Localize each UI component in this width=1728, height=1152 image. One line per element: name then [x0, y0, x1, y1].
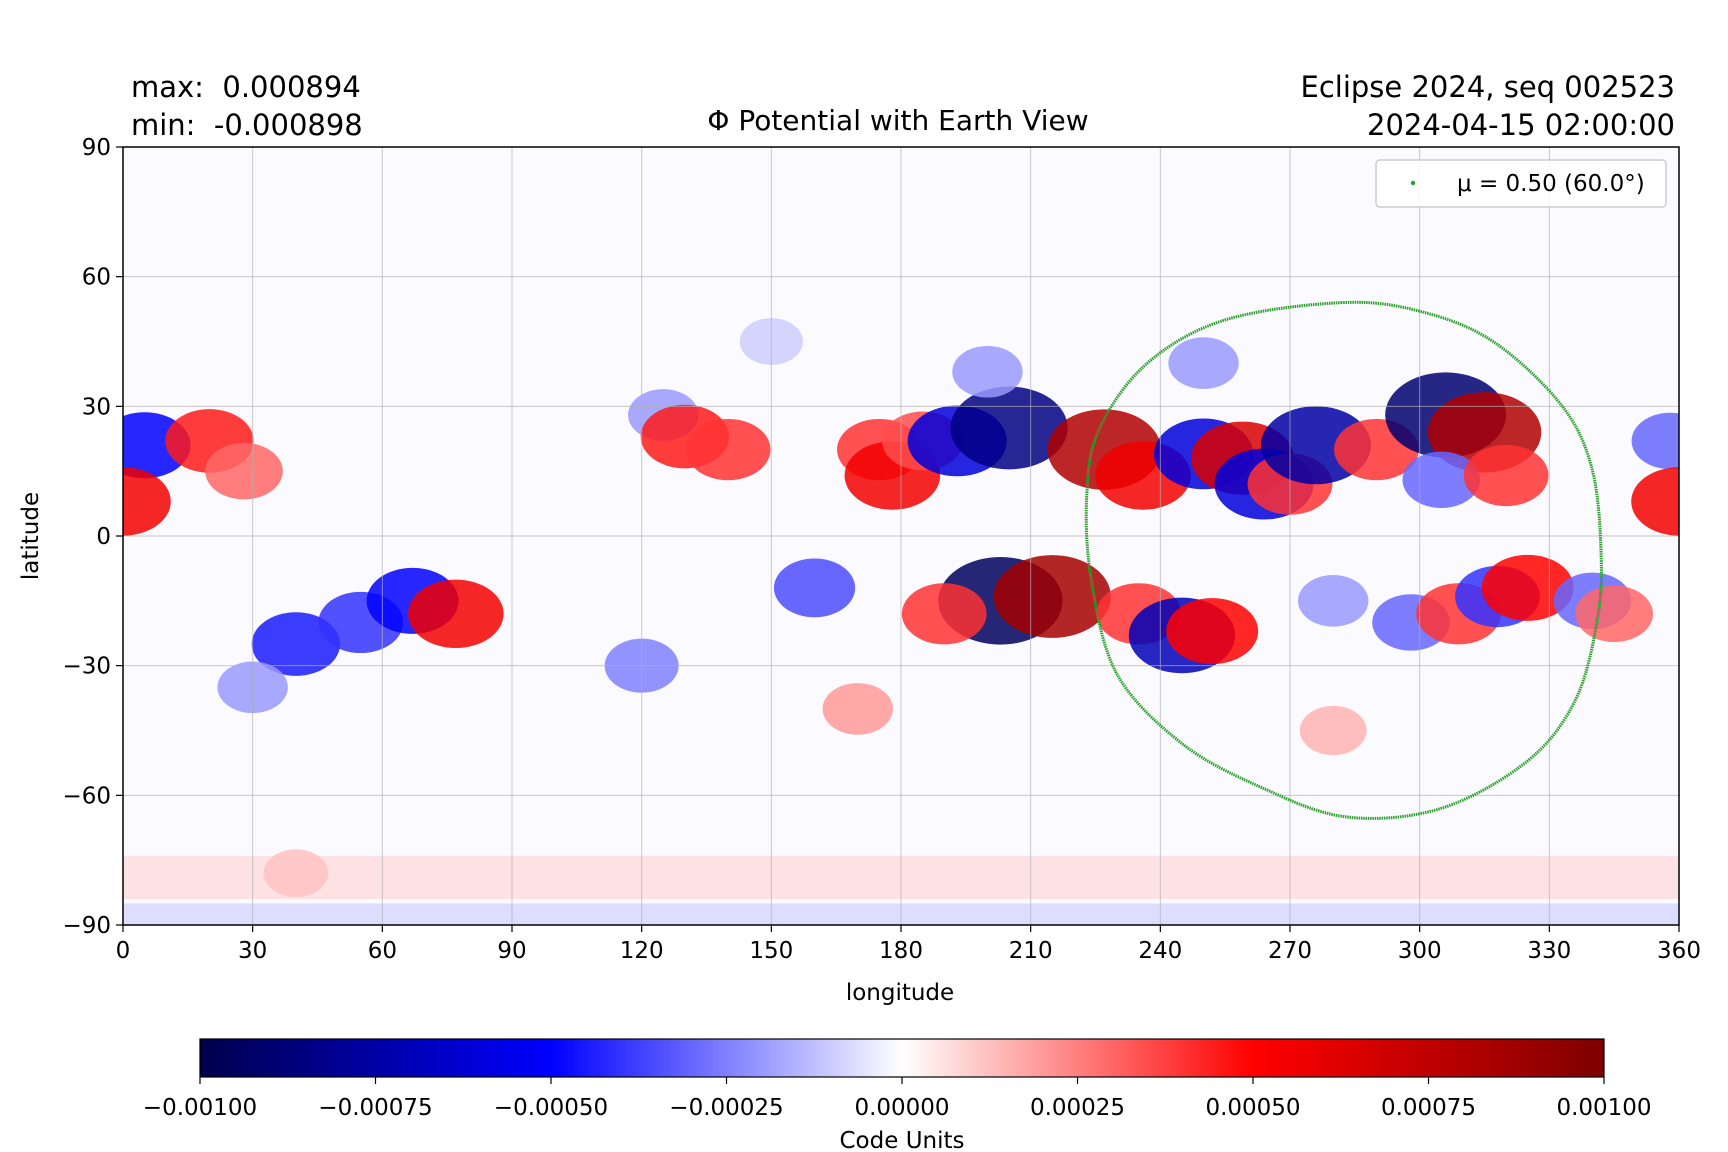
x-tick-label: 270 [1268, 938, 1312, 964]
heatmap-cell [993, 555, 1111, 638]
colorbar-tick-label: 0.00000 [854, 1095, 949, 1121]
x-axis-label: longitude [846, 980, 954, 1006]
heatmap-cell [1168, 337, 1239, 389]
y-tick-label: 90 [82, 135, 111, 161]
heatmap-cell [1631, 467, 1679, 536]
heatmap-cell [1481, 554, 1574, 621]
colorbar-tick-label: −0.00100 [143, 1095, 257, 1121]
heatmap-cell [263, 849, 329, 898]
heatmap-cell [1299, 705, 1367, 756]
x-tick-label: 180 [879, 938, 923, 964]
heatmap-cell [1463, 444, 1549, 507]
min-label: min: [131, 108, 196, 142]
legend-label: μ = 0.50 (60.0°) [1457, 171, 1645, 197]
run-info-line1: Eclipse 2024, seq 002523 [1300, 70, 1675, 104]
colorbar-tick-label: 0.00025 [1030, 1095, 1125, 1121]
heatmap-cell [205, 442, 283, 500]
earth-view-contour-layer [1084, 300, 1603, 820]
x-tick-label: 210 [1009, 938, 1053, 964]
heatmap-cell [1402, 451, 1481, 509]
min-max-stats: max: 0.000894 min: -0.000898 [131, 68, 363, 144]
y-tick-label: −60 [62, 783, 111, 809]
min-value: -0.000898 [213, 108, 363, 142]
colorbar-tick-label: −0.00075 [318, 1095, 432, 1121]
colorbar-label: Code Units [840, 1128, 965, 1152]
heatmap-cell [1298, 575, 1369, 627]
colorbar-axis: −0.00100 −0.00075 −0.00050 −0.00025 0.00000 0… [143, 1077, 1652, 1121]
chart-title: Φ Potential with Earth View [707, 104, 1089, 137]
x-tick-label: 90 [497, 938, 526, 964]
run-info-line2: 2024-04-15 02:00:00 [1367, 108, 1675, 142]
x-tick-label: 30 [238, 938, 267, 964]
x-tick-label: 0 [116, 938, 131, 964]
x-tick-label: 120 [620, 938, 664, 964]
heatmap-cell [901, 583, 987, 645]
x-tick-label: 240 [1138, 938, 1182, 964]
y-tick-label: 60 [82, 265, 111, 291]
run-info: Eclipse 2024, seq 002523 2024-04-15 02:0… [1301, 68, 1675, 144]
earth-view-contour [1084, 300, 1603, 820]
y-tick-label: −90 [62, 913, 111, 939]
heatmap-cell [408, 579, 504, 648]
y-tick-label: −30 [62, 654, 111, 680]
x-tick-label: 300 [1398, 938, 1442, 964]
x-tick-label: 150 [749, 938, 793, 964]
y-tick-label: 30 [82, 394, 111, 420]
colorbar-tick-label: 0.00050 [1205, 1095, 1300, 1121]
x-tick-label: 360 [1657, 938, 1701, 964]
axis-layer: 0 30 60 90 120 150 180 210 240 270 300 330 360906030… [62, 135, 1701, 964]
heatmap-cell [822, 683, 893, 735]
heatmap-cell [1166, 598, 1259, 665]
y-axis-label: latitude [18, 492, 44, 580]
x-tick-label: 60 [368, 938, 397, 964]
colorbar-tick-label: 0.00100 [1556, 1095, 1651, 1121]
colorbar-tick-label: −0.00050 [494, 1095, 608, 1121]
colorbar [199, 1038, 1605, 1078]
y-tick-label: 0 [96, 524, 111, 550]
heatmap-cell [251, 612, 341, 676]
heatmap-cell [950, 386, 1068, 470]
heatmap-cell [952, 345, 1023, 398]
heatmap-cell [123, 467, 171, 536]
max-label: max: [131, 70, 204, 104]
colorbar-tick-label: −0.00025 [669, 1095, 783, 1121]
max-value: 0.000894 [222, 70, 361, 104]
legend-marker [1410, 180, 1416, 186]
legend-box [1375, 159, 1667, 208]
heatmap-cell [1575, 585, 1653, 642]
heatmap-cell [773, 558, 856, 618]
x-tick-label: 330 [1527, 938, 1571, 964]
heatmap-cell [1631, 412, 1679, 470]
colorbar-tick-label: 0.00075 [1381, 1095, 1476, 1121]
legend: μ = 0.50 (60.0°) [1375, 159, 1667, 208]
heatmap-cell [685, 418, 771, 481]
